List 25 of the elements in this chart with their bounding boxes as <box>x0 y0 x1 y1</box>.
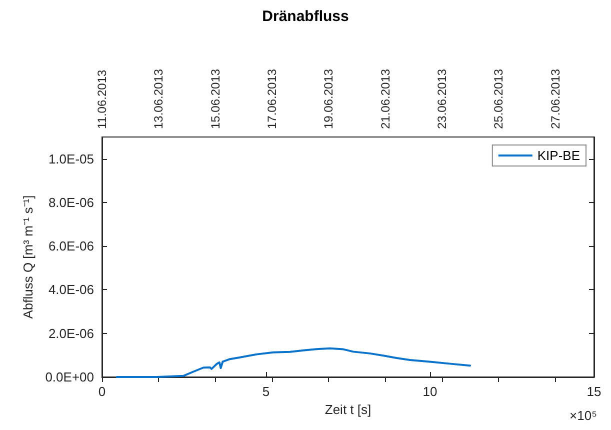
x-tick-label: 15 <box>586 384 602 399</box>
chart-title: Dränabfluss <box>262 8 349 25</box>
x2-tick-label: 23.06.2013 <box>435 68 450 129</box>
y-tick-label: 8.0E-06 <box>48 194 94 210</box>
x2-tick-label: 13.06.2013 <box>152 68 166 129</box>
x-tick-label: 5 <box>262 384 270 399</box>
x-tick-label: 0 <box>98 384 106 399</box>
x2-tick-label: 27.06.2013 <box>548 68 562 129</box>
legend-label: KIP-BE <box>537 148 580 163</box>
line-series <box>116 347 472 378</box>
y-tick-label: 6.0E-06 <box>48 238 94 254</box>
x-axis-title: Zeit t [s] <box>324 402 372 417</box>
x2-tick-label: 21.06.2013 <box>378 68 392 129</box>
x-tick-label: 10 <box>422 384 438 399</box>
x2-tick-label: 17.06.2013 <box>265 68 280 129</box>
x2-tick-label: 11.06.2013 <box>95 70 109 129</box>
x2-tick-label: 25.06.2013 <box>492 68 506 129</box>
text: ×10⁵ <box>570 408 598 423</box>
y-tick-label: 4.0E-06 <box>48 282 94 298</box>
x2-tick-label: 19.06.2013 <box>322 68 336 129</box>
y-tick-label: 0.0E+00 <box>45 370 94 384</box>
x2-tick-label: 15.06.2013 <box>208 68 222 129</box>
y-tick-label: 1.0E-05 <box>48 151 94 166</box>
y-tick-label: 2.0E-06 <box>48 326 94 341</box>
y-axis-title: Abfluss Q [m³ m⁻¹ s⁻¹] <box>20 195 36 319</box>
